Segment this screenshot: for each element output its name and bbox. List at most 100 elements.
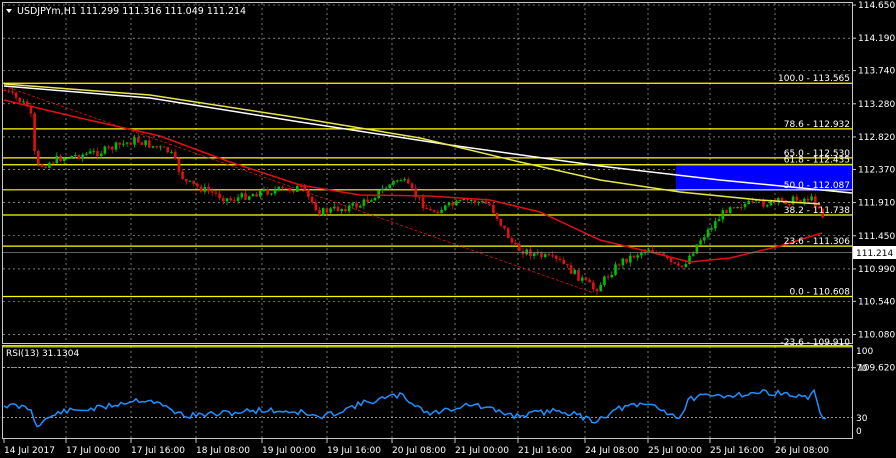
candle-body [806, 198, 810, 201]
candle-body [66, 158, 70, 160]
price-axis-label: 111.910 [858, 199, 895, 209]
candle-body [573, 269, 577, 274]
candle-body [514, 242, 517, 245]
candle-body [662, 252, 665, 256]
candle-body [296, 186, 299, 192]
candle-body [14, 92, 18, 98]
candle-body [233, 200, 236, 202]
time-axis-label: 17 Jul 16:00 [131, 446, 185, 456]
price-axis-label: 113.280 [858, 100, 895, 110]
triangle-down-icon[interactable] [6, 9, 12, 13]
candle-body [777, 197, 780, 202]
fib-level-label: 78.6 - 112.932 [784, 120, 850, 130]
candle-body [791, 196, 795, 205]
candle-body [377, 190, 380, 198]
candle-body [281, 186, 284, 188]
candle-body [107, 146, 110, 148]
candle-body [333, 206, 336, 209]
price-axis-label: 111.450 [858, 232, 895, 242]
price-axis-label: 110.080 [858, 331, 895, 341]
candle-body [399, 180, 403, 182]
fibonacci-lines[interactable] [3, 82, 852, 348]
candle-body [358, 205, 362, 208]
candle-body [129, 142, 133, 145]
candle-body [484, 201, 488, 204]
blue-zone[interactable] [676, 163, 852, 191]
candle-body [270, 193, 273, 195]
time-axis[interactable]: 14 Jul 2017 17 Jul 00:00 17 Jul 16:00 18 Ju… [3, 439, 829, 456]
candle-body [244, 193, 247, 200]
candle-body [185, 178, 188, 182]
candle-body [762, 200, 765, 207]
candle-body [462, 198, 466, 201]
candle-body [440, 209, 443, 214]
candle-body [273, 189, 277, 194]
time-axis-label: 24 Jul 08:00 [585, 446, 639, 456]
candle-body [144, 140, 147, 146]
candle-body [717, 219, 721, 222]
candle-body [414, 188, 417, 198]
candle-body [810, 196, 813, 201]
candle-body [455, 200, 458, 206]
candle-body [710, 228, 713, 230]
candle-body [3, 90, 7, 91]
fib-level-label: 38.2 - 111.738 [784, 206, 850, 216]
supply-zone-rectangle[interactable] [676, 163, 852, 191]
candle-body [96, 151, 99, 157]
rsi-axis-100: 100 [856, 347, 873, 357]
candle-body [769, 199, 773, 206]
price-axis-label: 114.190 [858, 34, 895, 44]
time-axis-label: 26 Jul 08:00 [775, 446, 829, 456]
candle-body [51, 162, 55, 164]
candle-body [466, 198, 469, 201]
rsi-axis-30: 30 [856, 414, 868, 424]
fib-level-label: 23.6 - 111.306 [784, 237, 850, 247]
candle-body [247, 196, 251, 200]
candle-body [699, 240, 702, 245]
candle-body [22, 101, 25, 103]
candle-body [292, 190, 295, 192]
price-axis-label: 109.620 [858, 364, 895, 374]
candle-body [74, 155, 77, 157]
candle-body [432, 210, 436, 212]
candle-body [329, 208, 332, 213]
candle-body [814, 196, 817, 207]
candle-body [429, 208, 432, 211]
candle-body [148, 140, 151, 148]
candle-body [473, 199, 477, 203]
price-axis[interactable]: 114.650 114.190 113.740 113.280 112.820 112.3… [852, 1, 895, 374]
price-axis-label: 113.740 [858, 67, 895, 77]
time-axis-label: 21 Jul 00:00 [455, 446, 509, 456]
candle-body [318, 210, 321, 215]
candle-body [410, 183, 414, 189]
fib-level-label: -23.6 - 109.910 [781, 338, 851, 348]
candle-body [192, 180, 195, 184]
dashed-trendline[interactable] [3, 85, 595, 294]
candle-body [706, 229, 710, 238]
rsi-plot-frame [2, 345, 853, 439]
candle-body [370, 200, 373, 202]
candle-body [384, 188, 388, 190]
grid-lines [3, 3, 852, 438]
candle-body [492, 204, 495, 214]
candle-body [499, 219, 503, 226]
candle-body [310, 196, 314, 203]
candle-body [125, 142, 129, 144]
trendline[interactable] [3, 85, 595, 294]
candle-body [85, 153, 88, 155]
candle-body [159, 146, 162, 148]
price-axis-label: 110.540 [858, 297, 895, 307]
candle-body [506, 228, 510, 239]
candle-body [236, 197, 240, 201]
candle-body [155, 146, 158, 148]
price-axis-label: 110.990 [858, 265, 895, 275]
candle-body [651, 250, 654, 253]
candle-body [736, 207, 739, 209]
candle-body [214, 192, 218, 194]
candle-body [425, 208, 429, 210]
fibonacci-labels: 100.0 - 113.565 78.6 - 112.932 65.0 - 112.… [778, 74, 850, 348]
candle-body [451, 202, 454, 206]
candle-body [77, 155, 81, 159]
candle-body [688, 255, 691, 265]
